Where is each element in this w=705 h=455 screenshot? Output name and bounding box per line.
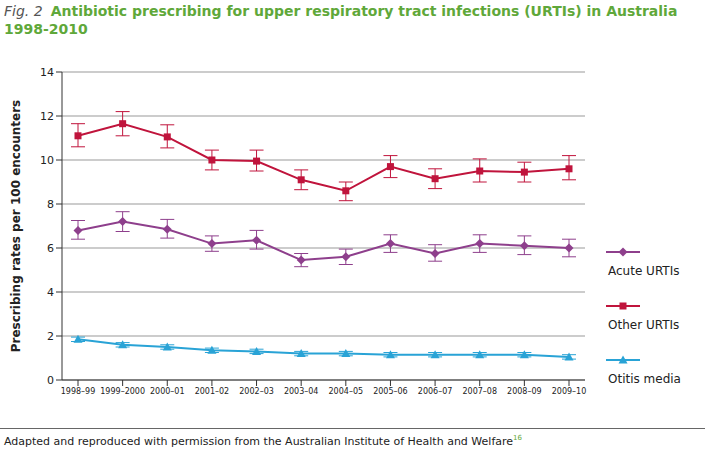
svg-text:14: 14 [40, 66, 54, 79]
html-text:Adapted and reproduced with pe: Adapted and reproduced with permission f… [4, 434, 522, 448]
svg-text:2001–02: 2001–02 [195, 387, 230, 396]
svg-text:2002–03: 2002–03 [239, 387, 274, 396]
svg-text:6: 6 [47, 242, 54, 255]
svg-text:2: 2 [47, 330, 54, 343]
svg-text:8: 8 [47, 198, 54, 211]
html-text:Antibiotic prescribing for upp: Antibiotic prescribing for upper respira… [4, 3, 678, 37]
html-text:Fig. 2: Fig. 2 [4, 3, 43, 19]
svg-text:4: 4 [47, 286, 54, 299]
svg-text:2006–07: 2006–07 [418, 387, 453, 396]
html-text:Otitis media: Otitis media [608, 372, 681, 386]
svg-text:2003–04: 2003–04 [284, 387, 319, 396]
svg-text:2008–09: 2008–09 [507, 387, 542, 396]
svg-text:2000–01: 2000–01 [150, 387, 185, 396]
svg-text:2005–06: 2005–06 [373, 387, 408, 396]
svg-text:2007–08: 2007–08 [462, 387, 497, 396]
svg-text:0: 0 [47, 374, 54, 387]
svg-text:1998–99: 1998–99 [61, 387, 96, 396]
html-text:Prescribing rates per 100 enco: Prescribing rates per 100 encounters [9, 99, 23, 353]
svg-text:2004–05: 2004–05 [329, 387, 364, 396]
svg-text:2009–10: 2009–10 [552, 387, 587, 396]
html-text:Other URTIs: Other URTIs [608, 318, 680, 332]
svg-text:12: 12 [40, 110, 54, 123]
svg-text:10: 10 [40, 154, 54, 167]
svg-text:1999–2000: 1999–2000 [100, 387, 145, 396]
html-text:Acute URTIs: Acute URTIs [608, 264, 680, 278]
